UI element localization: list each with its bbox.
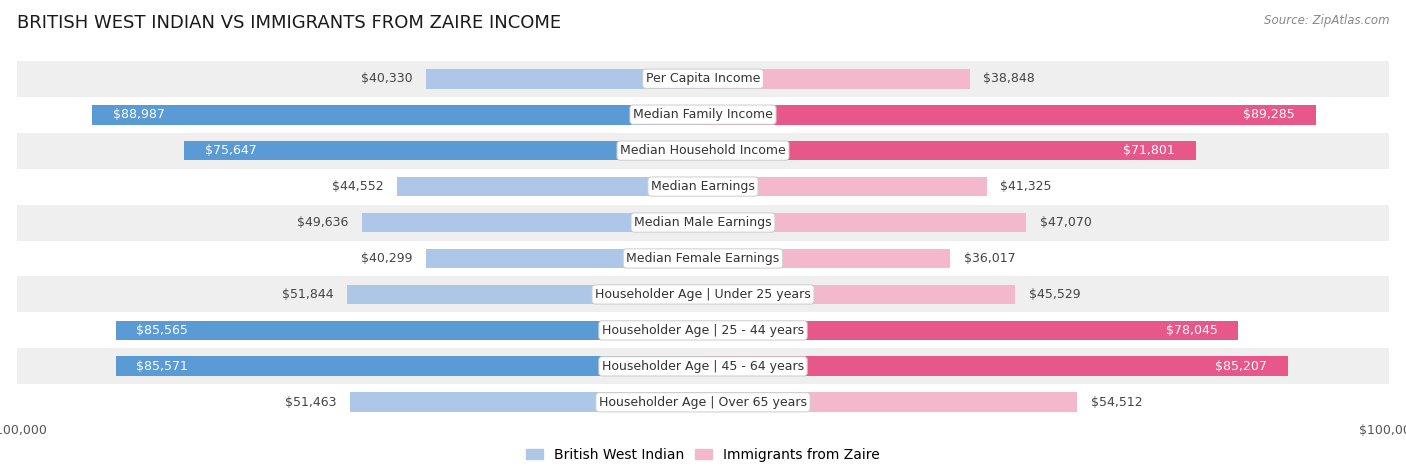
Text: $54,512: $54,512 bbox=[1091, 396, 1142, 409]
Text: $78,045: $78,045 bbox=[1166, 324, 1218, 337]
Bar bbox=[347, 284, 703, 304]
Text: Householder Age | Under 25 years: Householder Age | Under 25 years bbox=[595, 288, 811, 301]
Bar bbox=[703, 141, 1195, 161]
Text: Median Male Earnings: Median Male Earnings bbox=[634, 216, 772, 229]
Text: Per Capita Income: Per Capita Income bbox=[645, 72, 761, 85]
Bar bbox=[703, 69, 970, 89]
Text: $47,070: $47,070 bbox=[1039, 216, 1091, 229]
Bar bbox=[17, 205, 1389, 241]
Bar bbox=[17, 276, 1389, 312]
Bar bbox=[184, 141, 703, 161]
Bar bbox=[703, 320, 1239, 340]
Bar bbox=[93, 105, 703, 125]
Text: $38,848: $38,848 bbox=[983, 72, 1035, 85]
Bar bbox=[703, 356, 1288, 376]
Bar bbox=[17, 312, 1389, 348]
Text: Source: ZipAtlas.com: Source: ZipAtlas.com bbox=[1264, 14, 1389, 27]
Text: $85,207: $85,207 bbox=[1215, 360, 1267, 373]
Text: $45,529: $45,529 bbox=[1029, 288, 1081, 301]
Text: Median Family Income: Median Family Income bbox=[633, 108, 773, 121]
Text: $85,565: $85,565 bbox=[136, 324, 188, 337]
Text: $75,647: $75,647 bbox=[204, 144, 256, 157]
Bar bbox=[398, 177, 703, 197]
Text: BRITISH WEST INDIAN VS IMMIGRANTS FROM ZAIRE INCOME: BRITISH WEST INDIAN VS IMMIGRANTS FROM Z… bbox=[17, 14, 561, 32]
Bar bbox=[703, 177, 987, 197]
Bar bbox=[17, 241, 1389, 276]
Text: $44,552: $44,552 bbox=[332, 180, 384, 193]
Text: $88,987: $88,987 bbox=[112, 108, 165, 121]
Bar bbox=[703, 284, 1015, 304]
Bar bbox=[17, 348, 1389, 384]
Text: $40,299: $40,299 bbox=[361, 252, 413, 265]
Text: Householder Age | 25 - 44 years: Householder Age | 25 - 44 years bbox=[602, 324, 804, 337]
Text: Householder Age | 45 - 64 years: Householder Age | 45 - 64 years bbox=[602, 360, 804, 373]
Text: $41,325: $41,325 bbox=[1000, 180, 1052, 193]
Bar bbox=[426, 248, 703, 269]
Bar bbox=[703, 392, 1077, 412]
Text: $49,636: $49,636 bbox=[297, 216, 349, 229]
Bar bbox=[17, 169, 1389, 205]
Text: Median Earnings: Median Earnings bbox=[651, 180, 755, 193]
Bar bbox=[363, 212, 703, 233]
Bar bbox=[350, 392, 703, 412]
Text: $40,330: $40,330 bbox=[361, 72, 412, 85]
Bar bbox=[17, 384, 1389, 420]
Text: $89,285: $89,285 bbox=[1243, 108, 1295, 121]
Text: $71,801: $71,801 bbox=[1123, 144, 1175, 157]
Bar bbox=[703, 105, 1316, 125]
Text: Median Household Income: Median Household Income bbox=[620, 144, 786, 157]
Text: $51,463: $51,463 bbox=[284, 396, 336, 409]
Bar bbox=[17, 97, 1389, 133]
Text: $85,571: $85,571 bbox=[136, 360, 188, 373]
Bar bbox=[426, 69, 703, 89]
Text: Median Female Earnings: Median Female Earnings bbox=[627, 252, 779, 265]
Legend: British West Indian, Immigrants from Zaire: British West Indian, Immigrants from Zai… bbox=[520, 442, 886, 467]
Text: $51,844: $51,844 bbox=[283, 288, 333, 301]
Bar bbox=[115, 320, 703, 340]
Bar bbox=[703, 212, 1026, 233]
Bar bbox=[115, 356, 703, 376]
Text: $36,017: $36,017 bbox=[965, 252, 1015, 265]
Bar bbox=[703, 248, 950, 269]
Bar bbox=[17, 61, 1389, 97]
Bar bbox=[17, 133, 1389, 169]
Text: Householder Age | Over 65 years: Householder Age | Over 65 years bbox=[599, 396, 807, 409]
